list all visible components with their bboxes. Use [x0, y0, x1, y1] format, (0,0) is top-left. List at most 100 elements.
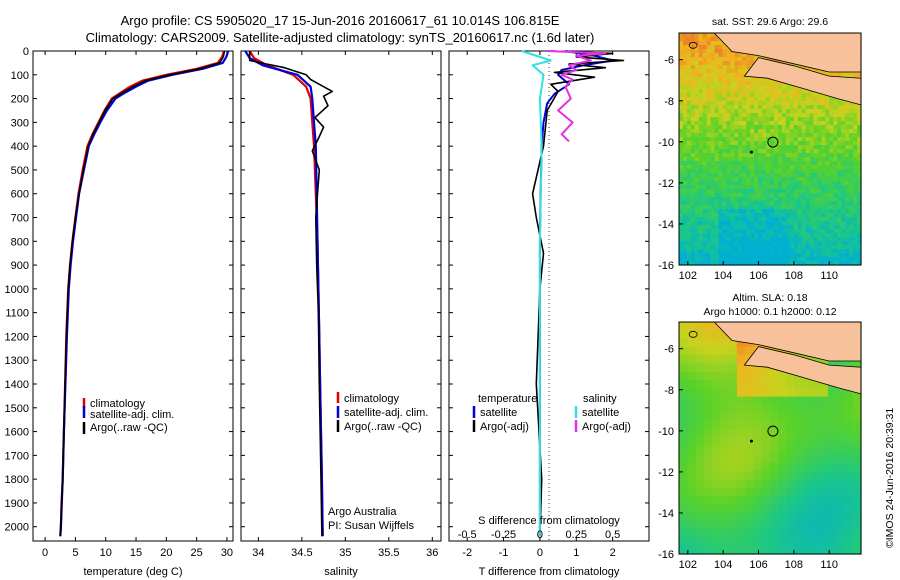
map-cell: [712, 355, 721, 364]
map-cell: [742, 141, 747, 146]
map-cell: [857, 145, 862, 150]
map-cell: [722, 45, 728, 50]
map-cell: [730, 241, 735, 246]
map-cell: [698, 89, 704, 94]
map-cell: [694, 69, 700, 74]
map-cell: [853, 201, 858, 206]
depth-tick-label: 1200: [5, 331, 29, 343]
map-cell: [710, 65, 716, 70]
map-cell: [803, 421, 812, 431]
map-cell: [714, 169, 720, 174]
map-cell: [841, 141, 846, 146]
map-cell: [745, 520, 755, 530]
map-cell: [679, 109, 684, 114]
map-cell: [762, 145, 767, 150]
depth-tick-label: 1700: [5, 450, 29, 462]
map-cell: [690, 37, 696, 42]
map-cell: [857, 201, 862, 206]
map-cell: [753, 487, 763, 497]
map-cell: [781, 141, 787, 146]
map-cell: [825, 221, 830, 226]
map-cell: [857, 165, 862, 170]
map-cell: [803, 537, 812, 547]
map-cell: [690, 241, 696, 246]
map-cell: [679, 93, 684, 98]
difference-depth-ticks: [449, 50, 649, 528]
map-cell: [781, 217, 787, 222]
map-cell: [712, 413, 721, 422]
map-cell: [726, 137, 732, 142]
map-cell: [801, 241, 807, 246]
map-cell: [781, 137, 787, 142]
map-cell: [679, 97, 684, 102]
map-cell: [754, 225, 759, 230]
map-cell: [778, 479, 788, 489]
map-cell: [734, 117, 739, 122]
map-cell: [805, 169, 811, 174]
map-cell: [679, 201, 684, 206]
map-cell: [730, 149, 735, 154]
map-cell: [766, 197, 771, 202]
map-cell: [710, 165, 716, 170]
map-cell: [849, 165, 854, 170]
map-cell: [844, 479, 854, 489]
map-cell: [761, 421, 771, 431]
map-cell: [683, 205, 688, 210]
map-cell: [720, 487, 730, 497]
map-cell: [793, 129, 799, 134]
map-cell: [774, 261, 779, 266]
map-cell: [753, 380, 763, 389]
map-cell: [746, 121, 751, 126]
map-cell: [853, 217, 858, 222]
map-cell: [710, 125, 716, 130]
map-cell: [738, 149, 743, 154]
map-cell: [726, 69, 732, 74]
map-cell: [829, 177, 834, 182]
map-cell: [817, 145, 823, 150]
map-cell: [774, 81, 779, 86]
map-cell: [817, 153, 823, 158]
map-cell: [734, 177, 739, 182]
map-cell: [679, 438, 688, 447]
map-cell: [809, 261, 815, 266]
map-cell: [797, 101, 803, 106]
map-cell: [679, 504, 688, 514]
map-cell: [774, 129, 779, 134]
map-cell: [742, 153, 747, 158]
map-cell: [730, 169, 735, 174]
map-cell: [797, 253, 803, 258]
depth-tick-label: 300: [11, 117, 29, 129]
map-cell: [849, 101, 854, 106]
map-cell: [679, 237, 684, 242]
map-cell: [770, 241, 775, 246]
map-cell: [845, 117, 850, 122]
map-cell: [827, 537, 837, 547]
map-cell: [702, 45, 708, 50]
map-cell: [750, 129, 755, 134]
map-cell: [742, 177, 747, 182]
map-cell: [687, 330, 697, 340]
map-cell: [703, 363, 713, 373]
map-cell: [712, 479, 721, 489]
map-cell: [746, 53, 751, 58]
map-cell: [825, 209, 830, 214]
map-cell: [736, 496, 746, 505]
map-cell: [686, 101, 692, 106]
map-cell: [714, 45, 720, 50]
map-cell: [778, 446, 788, 456]
map-cell: [718, 125, 724, 130]
map-cell: [774, 93, 779, 98]
map-cell: [690, 153, 696, 158]
map-cell: [841, 105, 846, 110]
map-cell: [750, 93, 755, 98]
map-cell: [738, 65, 743, 70]
map-cell: [706, 45, 712, 50]
map-cell: [753, 388, 763, 398]
map-cell: [778, 413, 788, 422]
map-cell: [809, 181, 815, 186]
map-cell: [703, 529, 713, 538]
map-cell: [809, 141, 815, 146]
temperature-panel: 0100200300400500600700800900100011001200…: [5, 46, 234, 578]
map-cell: [738, 61, 743, 66]
s-difference-axis: -0.5 -0.25 0 0.25 0.5: [458, 529, 621, 541]
